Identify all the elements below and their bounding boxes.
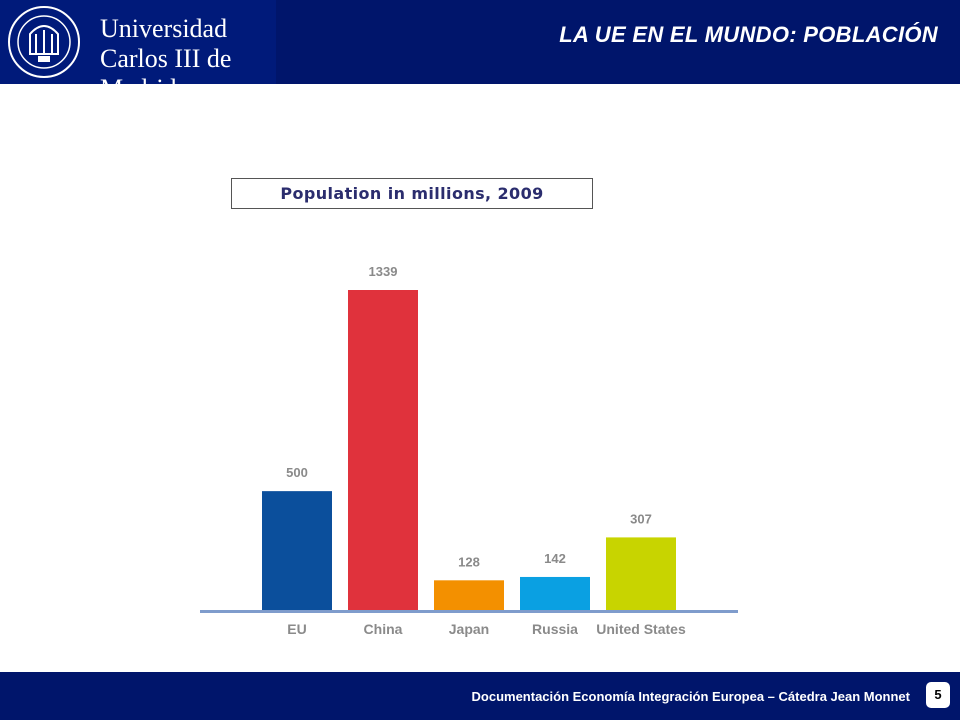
chart-title: Population in millions, 2009 [231,178,593,209]
category-label-russia: Russia [532,621,578,637]
value-label-japan: 128 [458,554,480,569]
slide-title: LA UE EN EL MUNDO: POBLACIÓN [559,22,938,47]
bar-japan [434,580,504,611]
category-label-japan: Japan [449,621,489,637]
footer-bar: Documentación Economía Integración Europ… [0,672,960,720]
bar-china [348,290,418,611]
header-bar: Universidad Carlos III de Madrid LA UE E… [0,0,960,103]
value-label-eu: 500 [286,465,308,480]
value-label-united-states: 307 [630,511,652,526]
university-seal-icon [8,6,80,78]
category-label-united-states: United States [596,621,686,637]
footer-text: Documentación Economía Integración Europ… [471,689,910,704]
bar-eu [262,491,332,611]
value-label-russia: 142 [544,551,566,566]
bar-russia [520,576,590,611]
bar-united-states [606,537,676,611]
university-logo: Universidad Carlos III de Madrid [0,0,276,103]
category-label-eu: EU [287,621,306,637]
university-name-line1: Universidad [100,14,228,43]
value-label-china: 1339 [369,264,398,279]
university-name: Universidad Carlos III de Madrid [100,14,276,104]
page-number: 5 [926,682,950,708]
category-label-china: China [364,621,403,637]
university-name-line2: Carlos III de Madrid [100,44,232,103]
